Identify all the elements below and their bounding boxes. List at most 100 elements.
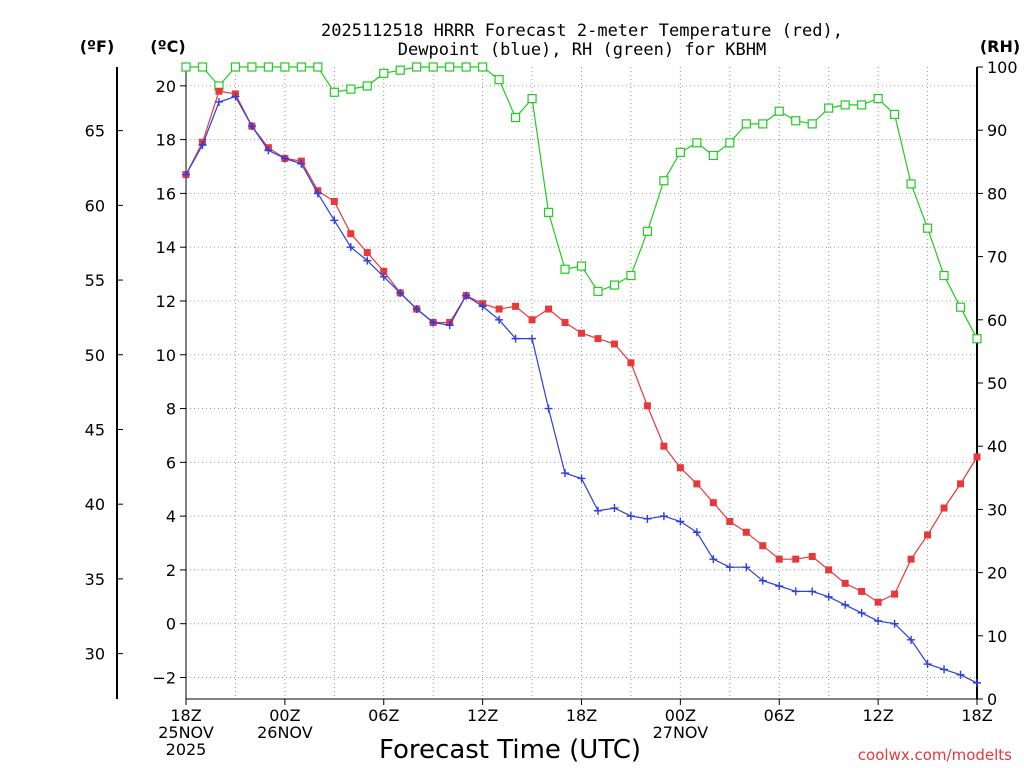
celsius-tick-label: 20 — [156, 77, 176, 96]
2-meter-temperature-point — [578, 329, 585, 337]
celsius-tick-label: 12 — [156, 292, 176, 311]
dewpoint-point — [940, 665, 949, 674]
fahrenheit-tick-label: 40 — [85, 495, 105, 514]
time-tick-label: 12Z — [467, 706, 498, 725]
rh-point — [263, 62, 273, 72]
dewpoint-point — [626, 512, 635, 521]
time-tick-label: 18Z — [566, 706, 597, 725]
rh-point — [593, 286, 603, 296]
2-meter-temperature-point — [330, 197, 338, 205]
dewpoint-point — [544, 404, 553, 413]
rh-point — [560, 264, 570, 274]
time-tick-label: 27NOV — [653, 723, 709, 742]
2-meter-temperature-point — [215, 87, 223, 95]
time-tick-label: 2025 — [166, 740, 207, 759]
rh-point — [445, 62, 455, 72]
dewpoint-point — [462, 291, 471, 300]
dewpoint-point — [890, 619, 899, 628]
rh-point — [230, 62, 241, 72]
chart-title-line-1: 2025112518 HRRR Forecast 2-meter Tempera… — [321, 21, 843, 41]
dewpoint-line — [185, 95, 978, 684]
dewpoint-point — [923, 660, 932, 669]
left-axis-unit-fahrenheit: (ºF) — [80, 37, 115, 56]
2-meter-temperature-point — [792, 555, 800, 563]
time-tick-label: 06Z — [368, 706, 399, 725]
rh-tick-label: 20 — [987, 564, 1007, 583]
dewpoint-point — [412, 305, 421, 314]
rh-point — [659, 176, 669, 186]
2-meter-temperature-point — [940, 504, 948, 512]
credit-text: coolwx.com/modelts — [858, 746, 1012, 764]
dewpoint-point — [676, 517, 685, 526]
rh-point — [609, 280, 620, 290]
time-tick-label: 00Z — [665, 706, 696, 725]
dewpoint-point — [313, 189, 322, 198]
dewpoint-point — [659, 512, 668, 521]
rh-point — [708, 150, 718, 161]
2-meter-temperature-point — [660, 442, 668, 450]
2-meter-temperature-point — [759, 542, 767, 550]
rh-point — [857, 100, 867, 110]
2-meter-temperature-point — [825, 566, 833, 574]
dewpoint-point — [198, 140, 207, 149]
rh-point — [329, 87, 339, 97]
fahrenheit-tick-label: 50 — [85, 346, 105, 365]
dewpoint-point — [610, 504, 619, 513]
dewpoint-point — [429, 318, 438, 327]
gridlines — [186, 67, 977, 699]
2-meter-temperature-point — [610, 340, 618, 348]
2-meter-temperature-point — [957, 480, 965, 488]
rh-point — [510, 112, 521, 123]
2-meter-temperature-point — [512, 302, 520, 310]
2-meter-temperature-point — [726, 518, 734, 526]
rh-tick-label: 80 — [987, 184, 1007, 203]
rh-point — [774, 106, 784, 116]
rh-point — [791, 116, 801, 126]
2-meter-temperature-point — [775, 555, 783, 563]
rh-point — [576, 261, 587, 271]
2-meter-temperature-point — [693, 480, 701, 488]
rh-markers — [181, 62, 982, 344]
rh-point — [494, 75, 504, 85]
celsius-tick-label: 18 — [156, 131, 176, 150]
rh-point — [379, 68, 389, 78]
dewpoint-point — [247, 122, 256, 131]
2-meter-temperature-point — [627, 359, 635, 367]
rh-point — [675, 147, 685, 157]
dewpoint-point — [182, 170, 190, 179]
dewpoint-point — [577, 474, 586, 483]
dewpoint-point — [363, 256, 372, 265]
2-meter-temperature-point — [907, 555, 915, 563]
rh-point — [362, 81, 372, 91]
rh-point — [461, 62, 471, 72]
dewpoint-point — [478, 302, 487, 311]
2-meter-temperature-point — [495, 305, 503, 313]
rh-tick-label: 70 — [987, 248, 1007, 267]
time-tick-label: 18Z — [170, 706, 201, 725]
celsius-tick-label: 2 — [166, 561, 176, 580]
fahrenheit-tick-label: 55 — [85, 271, 105, 290]
left-axis-unit-celsius: (ºC) — [150, 37, 185, 56]
dewpoint-point — [907, 635, 916, 644]
2-meter-temperature-point — [594, 335, 602, 343]
rh-point — [626, 270, 636, 281]
time-tick-label: 00Z — [269, 706, 300, 725]
celsius-tick-label: 6 — [166, 453, 176, 472]
2-meter-temperature-point — [742, 528, 750, 536]
rh-point — [296, 62, 306, 72]
2-meter-temperature-point — [363, 249, 371, 257]
dewpoint-point — [379, 272, 388, 281]
rh-point — [478, 62, 488, 72]
dewpoint-point — [511, 334, 520, 343]
rh-point — [939, 270, 949, 281]
2-meter-temperature-point — [808, 552, 816, 560]
dewpoint-point — [396, 288, 405, 297]
dewpoint-point — [264, 146, 273, 155]
rh-point — [824, 103, 834, 113]
dewpoint-point — [643, 514, 652, 523]
dewpoint-point — [824, 592, 833, 601]
rh-tick-label: 10 — [987, 627, 1007, 646]
dewpoint-point — [956, 670, 965, 679]
2-meter-temperature-point — [643, 402, 651, 410]
